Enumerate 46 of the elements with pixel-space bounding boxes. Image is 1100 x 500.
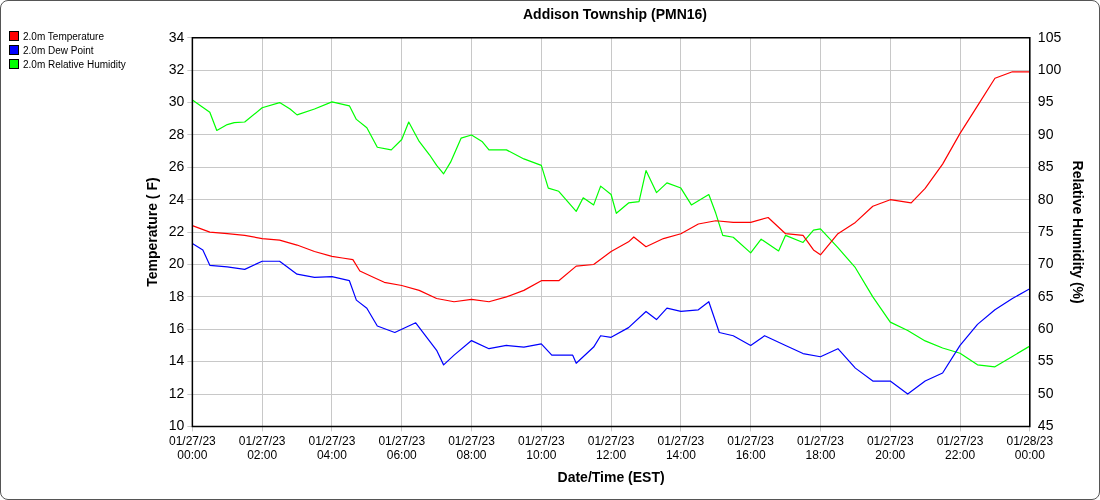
y2-tick-label: 70 [1037,255,1054,272]
y-tick-label: 14 [168,352,185,369]
y2-tick-label: 75 [1037,222,1054,239]
y-tick-label: 34 [168,28,185,45]
y2-tick-label: 90 [1037,125,1054,142]
y2-tick-label: 55 [1037,352,1054,369]
legend-label: 2.0m Dew Point [23,44,94,56]
x-tick-label: 01/27/23 00:00 [169,433,217,463]
x-tick-label: 01/27/23 10:00 [517,433,565,463]
chart-title: Addison Township (PMN16) [522,6,708,23]
y-tick-label: 12 [168,384,185,401]
y2-tick-label: 85 [1037,158,1054,175]
x-tick-label: 01/27/23 02:00 [238,433,286,463]
y-tick-label: 26 [168,158,185,175]
y2-axis-title: Relative Humidity (%) [1069,160,1086,304]
x-tick-label: 01/27/23 08:00 [448,433,496,463]
y-axis-title: Temperature ( F) [144,177,161,287]
y2-tick-label: 105 [1037,28,1062,45]
y-tick-label: 18 [168,287,185,304]
x-tick-label: 01/27/23 06:00 [378,433,426,463]
y2-tick-label: 80 [1037,190,1054,207]
y2-tick-label: 95 [1037,93,1054,110]
y-tick-label: 30 [168,93,185,110]
y-tick-label: 16 [168,320,185,337]
y-tick-label: 28 [168,125,185,142]
y-tick-label: 24 [168,190,185,207]
legend-label: 2.0m Temperature [23,30,104,42]
y2-tick-label: 60 [1037,320,1054,337]
y2-tick-label: 100 [1037,61,1062,78]
x-tick-label: 01/27/23 18:00 [797,433,845,463]
x-tick-label: 01/27/23 22:00 [936,433,984,463]
y-tick-label: 10 [168,417,185,434]
y-tick-label: 20 [168,255,185,272]
y-tick-label: 32 [168,61,185,78]
legend-label: 2.0m Relative Humidity [23,58,126,70]
y-tick-label: 22 [168,222,185,239]
x-tick-label: 01/27/23 14:00 [657,433,705,463]
y2-tick-label: 50 [1037,384,1054,401]
x-tick-label: 01/27/23 04:00 [308,433,356,463]
x-tick-label: 01/28/23 00:00 [1006,433,1054,463]
x-axis-title: Date/Time (EST) [557,469,665,486]
x-tick-label: 01/27/23 12:00 [587,433,635,463]
x-tick-label: 01/27/23 16:00 [727,433,775,463]
y2-tick-label: 65 [1037,287,1054,304]
y2-tick-label: 45 [1037,417,1054,434]
x-tick-label: 01/27/23 20:00 [866,433,914,463]
